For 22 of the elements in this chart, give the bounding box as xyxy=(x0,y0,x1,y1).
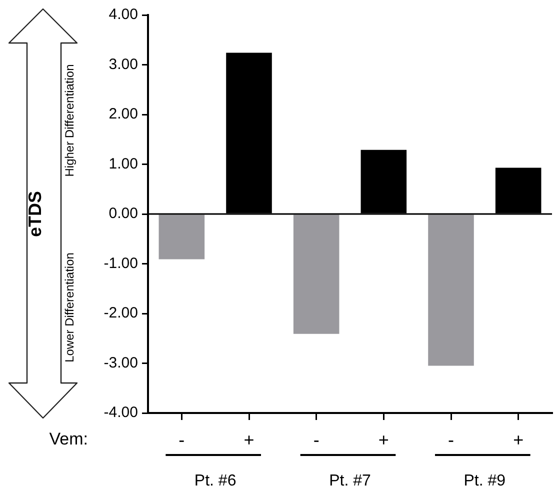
text: Lower Differentiation xyxy=(62,252,76,362)
x-tick-label: - xyxy=(448,430,454,450)
y-tick-label: 0.00 xyxy=(108,205,138,222)
x-tick-label: - xyxy=(178,430,185,450)
text: Pt. #6 xyxy=(194,472,236,490)
y-tick-label: 2.00 xyxy=(108,106,138,123)
y-tick-label: -2.00 xyxy=(104,304,138,322)
x-tick-label: + xyxy=(513,430,524,450)
y-tick-label: -1.00 xyxy=(104,254,138,272)
y-axis-title: eTDS xyxy=(24,190,45,238)
y-tick-label: 3.00 xyxy=(108,56,138,73)
text: Higher Differentiation xyxy=(62,64,76,177)
x-axis-title: Vem: xyxy=(49,430,88,449)
y-tick-label: -4.00 xyxy=(104,404,138,422)
y-tick-label: 1.00 xyxy=(108,155,138,172)
x-tick-label: + xyxy=(244,430,254,450)
text: Pt. #9 xyxy=(464,472,506,490)
text: Pt. #7 xyxy=(329,472,371,490)
y-tick-label: 4.00 xyxy=(108,6,138,24)
x-tick-label: + xyxy=(378,430,389,450)
y-tick-label: -3.00 xyxy=(104,354,138,372)
x-tick-label: - xyxy=(313,430,320,450)
